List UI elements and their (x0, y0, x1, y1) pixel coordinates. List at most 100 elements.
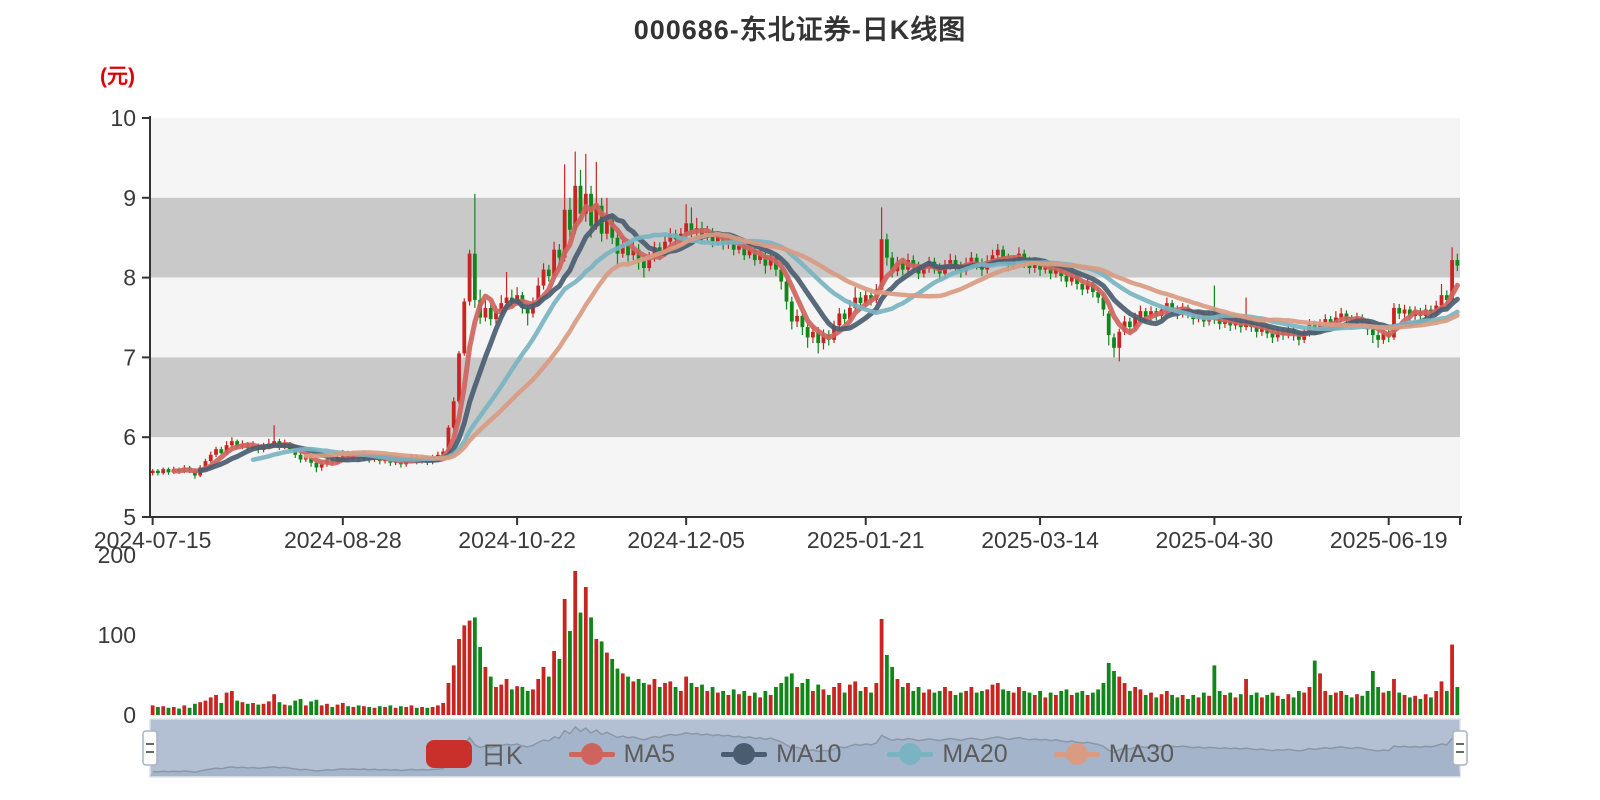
volume-bar (1413, 695, 1418, 715)
x-axis-label: 2025-06-19 (1330, 527, 1448, 553)
navigator-right-handle[interactable] (1452, 730, 1468, 766)
volume-bar (573, 571, 578, 715)
legend-item-ma10[interactable]: MA10 (721, 740, 841, 769)
legend-item-ma30[interactable]: MA30 (1053, 739, 1175, 769)
navigator-left-handle[interactable] (142, 730, 158, 766)
candle-body (974, 257, 979, 264)
volume-bar (1170, 695, 1175, 715)
data-zoom-navigator[interactable] (142, 718, 1468, 778)
volume-bar (393, 707, 398, 715)
volume-bar (541, 667, 546, 715)
volume-bar (1017, 687, 1021, 715)
legend-label: 日K (480, 742, 523, 770)
volume-bar (1122, 683, 1127, 715)
volume-bar (1228, 692, 1233, 715)
volume-bars (150, 571, 1460, 715)
volume-bar (1323, 691, 1328, 715)
volume-bar (1355, 694, 1359, 715)
volume-bar (314, 699, 319, 715)
volume-bar (689, 683, 694, 715)
volume-bar (1328, 695, 1333, 715)
legend-label: MA5 (623, 739, 676, 768)
volume-bar (1085, 695, 1090, 715)
candle-body (811, 331, 815, 338)
volume-bar (150, 705, 155, 715)
candle-body (911, 260, 916, 266)
candle-body (758, 255, 763, 261)
volume-bar (1318, 673, 1322, 715)
legend-item-ma20[interactable]: MA20 (887, 740, 1008, 769)
volume-bar (964, 691, 969, 715)
volume-bar (758, 697, 763, 715)
ma5-legend-icon (568, 740, 615, 768)
volume-bar (1006, 691, 1011, 715)
legend-item-ma5[interactable]: MA5 (568, 739, 676, 769)
volume-bar (615, 668, 620, 715)
volume-bar (1096, 689, 1101, 715)
volume-bar (515, 686, 520, 715)
volume-bar (457, 639, 461, 715)
candle-body (1032, 263, 1037, 269)
volume-bar (789, 673, 794, 715)
volume-bar (895, 679, 900, 715)
volume-bar (763, 691, 768, 715)
chart-legend: 日K MA5 MA10 MA20 MA30 (425, 736, 1175, 772)
volume-bar (1365, 691, 1370, 715)
volume-bar (525, 691, 530, 715)
volume-bar (1312, 660, 1317, 715)
volume-bar (995, 683, 1000, 715)
candle-body (684, 223, 689, 234)
split-area-bands (150, 118, 1460, 517)
candle-body (451, 401, 456, 428)
volume-bar (1339, 691, 1344, 715)
candle-body (1101, 297, 1106, 310)
volume-bar (203, 700, 208, 715)
volume-bar (399, 706, 403, 715)
volume-bar (768, 695, 773, 715)
candle-body (1001, 249, 1005, 258)
volume-bar (1117, 676, 1122, 715)
volume-bar (335, 704, 340, 715)
candle-body (1270, 333, 1275, 338)
volume-bar (636, 679, 641, 715)
volume-bar (869, 692, 873, 715)
candle-body (1381, 333, 1386, 340)
volume-bar (1196, 697, 1201, 715)
chart-title: 000686-东北证券-日K线图 (633, 15, 967, 45)
volume-bar (1418, 699, 1423, 715)
volume-bar (1143, 695, 1148, 715)
volume-bar (1291, 697, 1296, 715)
volume-bar (715, 692, 720, 715)
candle-body (641, 260, 646, 269)
volume-bar (1217, 691, 1222, 715)
candle-body (552, 249, 556, 277)
volume-bar (1038, 691, 1042, 715)
legend-item-daily-k[interactable]: 日K (425, 736, 523, 772)
y-axis-label: 6 (123, 424, 136, 450)
volume-bar (805, 679, 810, 715)
volume-bar (1270, 692, 1275, 715)
volume-bar (1180, 695, 1185, 715)
candle-body (620, 244, 625, 254)
volume-bar (272, 694, 277, 715)
volume-bar (1001, 689, 1005, 715)
candle-body (203, 461, 208, 468)
candle-body (494, 311, 498, 320)
legend-label: MA30 (1108, 739, 1175, 768)
candle-body (1038, 263, 1042, 270)
volume-bar (425, 707, 430, 715)
volume-bar (837, 683, 842, 715)
candle-body (879, 239, 884, 290)
volume-bar (721, 691, 726, 715)
volume-bar (451, 665, 456, 715)
candle-body (1444, 295, 1449, 300)
volume-bar (1265, 695, 1270, 715)
volume-bar (1186, 699, 1190, 715)
candle-body (1127, 321, 1132, 328)
candle-body (652, 247, 657, 258)
volume-bar (568, 631, 572, 715)
volume-bar (356, 705, 361, 715)
candle-body (953, 260, 958, 266)
volume-bar (816, 684, 821, 715)
